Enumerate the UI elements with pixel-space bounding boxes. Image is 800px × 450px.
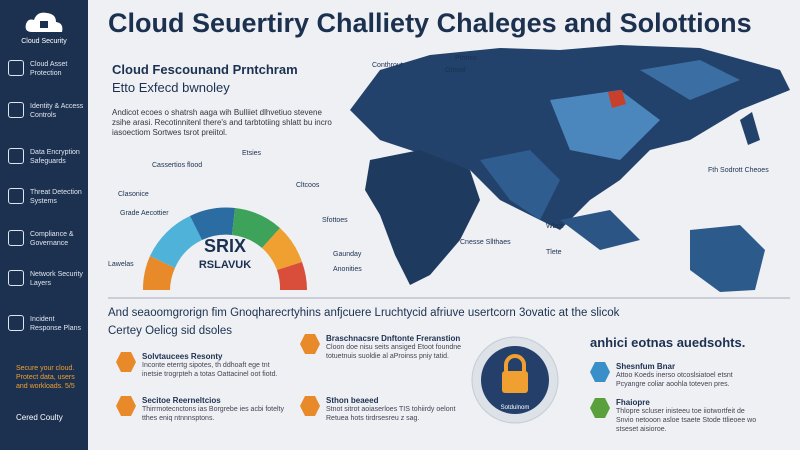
graphics: Conthrout Pthnes Grnvol Fth Sodrott Cheoes C… [108, 45, 790, 299]
feature-text: Solvtaucees Resonty Inconte eterrtg sipot… [142, 352, 286, 379]
gauge-labels: Cassertios flood Etsies Clasonice Grade Aec… [108, 150, 362, 273]
gauge-center-top: SRIX [204, 236, 246, 256]
gauge-label: Sfottoes [322, 217, 348, 224]
feature-title: Fhaiopre [616, 398, 650, 407]
feature-icon [116, 352, 136, 372]
sidebar-item-text: Identity & Access Controls [30, 103, 84, 119]
sidebar-item-text: Network Security Layers [30, 271, 83, 287]
sidebar-item-text: Cloud Asset Protection [30, 61, 68, 77]
world-map [350, 45, 790, 292]
map-label: Tlete [546, 249, 562, 256]
sidebar-note: Secure your cloud. Protect data, users a… [16, 365, 75, 390]
sidebar-item-text: Data Encryption Safeguards [30, 149, 80, 165]
feature-title: Sthon beaeed [326, 396, 379, 405]
logo-text: Cloud Security [21, 38, 67, 45]
feature-icon [590, 398, 610, 418]
gauge-label: Gaunday [333, 251, 362, 258]
gauge-label: Cassertios flood [152, 162, 202, 169]
map-label: Cnesse Sllthaes [460, 239, 511, 246]
feature: Shesnfum Bnar Attoo Koeds inerso otcoslsi… [590, 362, 760, 389]
gauge-label: Grade Aecottier [120, 210, 169, 217]
sidebar-item-text: Compliance & Governance [30, 231, 74, 247]
sidebar-item: Cloud Asset Protection [8, 60, 84, 78]
sidebar-icon [8, 315, 24, 331]
feature-text: Shesnfum Bnar Attoo Koeds inerso otcoslsi… [616, 362, 760, 389]
map-label: Pthnes [455, 55, 477, 62]
gauge: SRIX RSLAVUK [142, 207, 307, 290]
sidebar-item-text: Threat Detection Systems [30, 189, 82, 205]
intro-body: Andicot ecoes o shatrsh aaga wih Bulliie… [112, 108, 332, 137]
title: Cloud Seuertiry Challiety Chaleges and S… [108, 8, 752, 38]
gauge-label: Etsies [242, 150, 262, 157]
feature-body: Stnot sitrot aoiaserloes TIS tohiirdy oe… [326, 406, 456, 422]
feature-icon [590, 362, 610, 382]
feature: Braschnacsre Dnftonte Freranstion Cloon d… [300, 334, 470, 361]
intro-heading: Cloud Fescounand Prntchram [112, 62, 298, 77]
feature: Secitoe Reerneltcios Thirrmotecnctons ias… [116, 396, 286, 423]
feature-title: Solvtaucees Resonty [142, 352, 223, 361]
lock-badge: Sotdulnom [471, 336, 559, 424]
feature-icon [300, 396, 320, 416]
map-labels: Conthrout Pthnes Grnvol Fth Sodrott Cheoes C… [372, 55, 769, 256]
map-label: Fth Sodrott Cheoes [708, 167, 769, 174]
feature-title: Shesnfum Bnar [616, 362, 676, 371]
feature-body: Thirrmotecnctons ias Borgrebe ies acbi f… [142, 406, 285, 422]
sidebar-icon [8, 102, 24, 118]
banner-right: anhici eotnas auedsohts. [590, 335, 746, 350]
map-label: Wbce [546, 223, 564, 230]
feature-title: Secitoe Reerneltcios [142, 396, 221, 405]
sidebar-item: Incident Response Plans [8, 315, 84, 333]
gauge-label: Lawelas [108, 261, 134, 268]
intro-subheading: Etto Exfecd bwnoley [112, 80, 230, 95]
gauge-center-bottom: RSLAVUK [199, 259, 251, 271]
map-label: Conthrout [372, 62, 403, 69]
feature-icon [116, 396, 136, 416]
sidebar-icon [8, 270, 24, 286]
gauge-label: Anonities [333, 266, 362, 273]
gauge-label: Clasonice [118, 191, 149, 198]
sidebar-item: Network Security Layers [8, 270, 84, 288]
feature-body: Cloon doe nisu seits ansiged Etoot found… [326, 344, 462, 360]
feature: Fhaiopre Thlopre scluser inisteeu toe iio… [590, 398, 760, 434]
sidebar-item: Data Encryption Safeguards [8, 148, 84, 166]
sidebar-item: Compliance & Governance [8, 230, 84, 248]
sidebar-icon [8, 60, 24, 76]
sidebar: Cloud Security Cloud Asset Protection Ide… [0, 0, 88, 450]
badge-label: Sotdulnom [501, 405, 530, 411]
feature-text: Sthon beaeed Stnot sitrot aoiaserloes TIS… [326, 396, 470, 423]
feature-body: Attoo Koeds inerso otcoslsiatoel etsnt P… [616, 372, 733, 388]
sidebar-icon [8, 188, 24, 204]
feature-title: Braschnacsre Dnftonte Freranstion [326, 334, 461, 343]
feature-text: Secitoe Reerneltcios Thirrmotecnctons ias… [142, 396, 286, 423]
banner-line1: And seaoomgrorign fim Gnoqharecrtyhins a… [108, 307, 620, 319]
sidebar-icon [8, 148, 24, 164]
sidebar-item: Identity & Access Controls [8, 102, 84, 120]
sidebar-footer: Cered Coulty [16, 413, 63, 422]
feature-icon [300, 334, 320, 354]
feature: Solvtaucees Resonty Inconte eterrtg sipot… [116, 352, 286, 379]
sidebar-item-text: Incident Response Plans [30, 316, 81, 332]
feature: Sthon beaeed Stnot sitrot aoiaserloes TIS… [300, 396, 470, 423]
map-label: Grnvol [445, 67, 466, 74]
feature-text: Braschnacsre Dnftonte Freranstion Cloon d… [326, 334, 470, 361]
sidebar-icon [8, 230, 24, 246]
sidebar-item: Threat Detection Systems [8, 188, 84, 206]
gauge-label: Cltcoos [296, 182, 320, 189]
feature-body: Inconte eterrtg sipotes, th ddhoaft ege … [142, 362, 278, 378]
banner-line2: Certey Oelicg sid dsoles [108, 325, 232, 337]
logo-icon [25, 12, 63, 32]
feature-body: Thlopre scluser inisteeu toe iiotwortfei… [616, 408, 757, 433]
feature-text: Fhaiopre Thlopre scluser inisteeu toe iio… [616, 398, 760, 434]
